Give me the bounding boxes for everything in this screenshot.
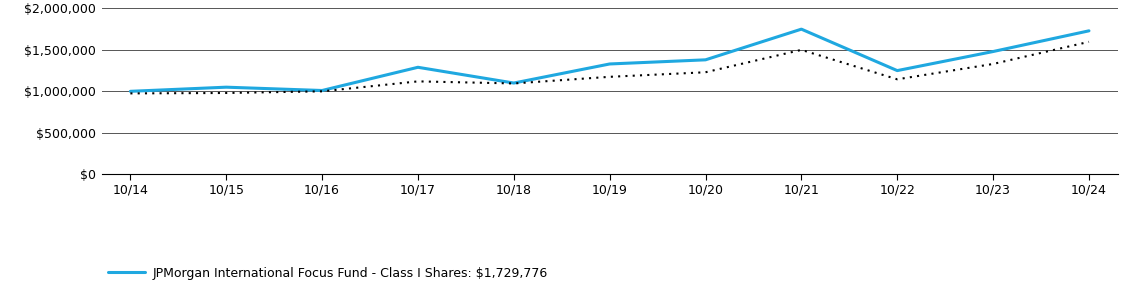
JPMorgan International Focus Fund - Class I Shares: $1,729,776: (10, 1.73e+06): $1,729,776: (10, 1.73e+06) [1083, 29, 1096, 33]
JPMorgan International Focus Fund - Class I Shares: $1,729,776: (6, 1.38e+06): $1,729,776: (6, 1.38e+06) [699, 58, 712, 62]
JPMorgan International Focus Fund - Class I Shares: $1,729,776: (5, 1.33e+06): $1,729,776: (5, 1.33e+06) [603, 62, 616, 66]
MSCI ACWI ex USA Index (net total return): $1,597,180: (10, 1.6e+06): $1,597,180: (10, 1.6e+06) [1083, 40, 1096, 44]
MSCI ACWI ex USA Index (net total return): $1,597,180: (0, 9.75e+05): $1,597,180: (0, 9.75e+05) [123, 92, 137, 95]
JPMorgan International Focus Fund - Class I Shares: $1,729,776: (4, 1.1e+06): $1,729,776: (4, 1.1e+06) [507, 81, 520, 85]
Line: JPMorgan International Focus Fund - Class I Shares: $1,729,776: JPMorgan International Focus Fund - Clas… [130, 29, 1089, 91]
JPMorgan International Focus Fund - Class I Shares: $1,729,776: (8, 1.25e+06): $1,729,776: (8, 1.25e+06) [891, 69, 904, 72]
JPMorgan International Focus Fund - Class I Shares: $1,729,776: (0, 1e+06): $1,729,776: (0, 1e+06) [123, 90, 137, 93]
MSCI ACWI ex USA Index (net total return): $1,597,180: (4, 1.1e+06): $1,597,180: (4, 1.1e+06) [507, 82, 520, 85]
MSCI ACWI ex USA Index (net total return): $1,597,180: (1, 9.8e+05): $1,597,180: (1, 9.8e+05) [219, 91, 233, 95]
MSCI ACWI ex USA Index (net total return): $1,597,180: (2, 1e+06): $1,597,180: (2, 1e+06) [315, 90, 329, 93]
Legend: JPMorgan International Focus Fund - Class I Shares: $1,729,776, MSCI ACWI ex USA: JPMorgan International Focus Fund - Clas… [108, 267, 548, 281]
JPMorgan International Focus Fund - Class I Shares: $1,729,776: (2, 1.01e+06): $1,729,776: (2, 1.01e+06) [315, 89, 329, 92]
JPMorgan International Focus Fund - Class I Shares: $1,729,776: (7, 1.75e+06): $1,729,776: (7, 1.75e+06) [795, 28, 808, 31]
MSCI ACWI ex USA Index (net total return): $1,597,180: (6, 1.23e+06): $1,597,180: (6, 1.23e+06) [699, 71, 712, 74]
MSCI ACWI ex USA Index (net total return): $1,597,180: (9, 1.33e+06): $1,597,180: (9, 1.33e+06) [987, 62, 1000, 66]
Line: MSCI ACWI ex USA Index (net total return): $1,597,180: MSCI ACWI ex USA Index (net total return… [130, 42, 1089, 93]
JPMorgan International Focus Fund - Class I Shares: $1,729,776: (9, 1.48e+06): $1,729,776: (9, 1.48e+06) [987, 50, 1000, 53]
MSCI ACWI ex USA Index (net total return): $1,597,180: (8, 1.14e+06): $1,597,180: (8, 1.14e+06) [891, 78, 904, 81]
JPMorgan International Focus Fund - Class I Shares: $1,729,776: (1, 1.05e+06): $1,729,776: (1, 1.05e+06) [219, 85, 233, 89]
MSCI ACWI ex USA Index (net total return): $1,597,180: (7, 1.5e+06): $1,597,180: (7, 1.5e+06) [795, 48, 808, 52]
JPMorgan International Focus Fund - Class I Shares: $1,729,776: (3, 1.29e+06): $1,729,776: (3, 1.29e+06) [411, 65, 425, 69]
MSCI ACWI ex USA Index (net total return): $1,597,180: (3, 1.12e+06): $1,597,180: (3, 1.12e+06) [411, 80, 425, 83]
MSCI ACWI ex USA Index (net total return): $1,597,180: (5, 1.18e+06): $1,597,180: (5, 1.18e+06) [603, 75, 616, 78]
